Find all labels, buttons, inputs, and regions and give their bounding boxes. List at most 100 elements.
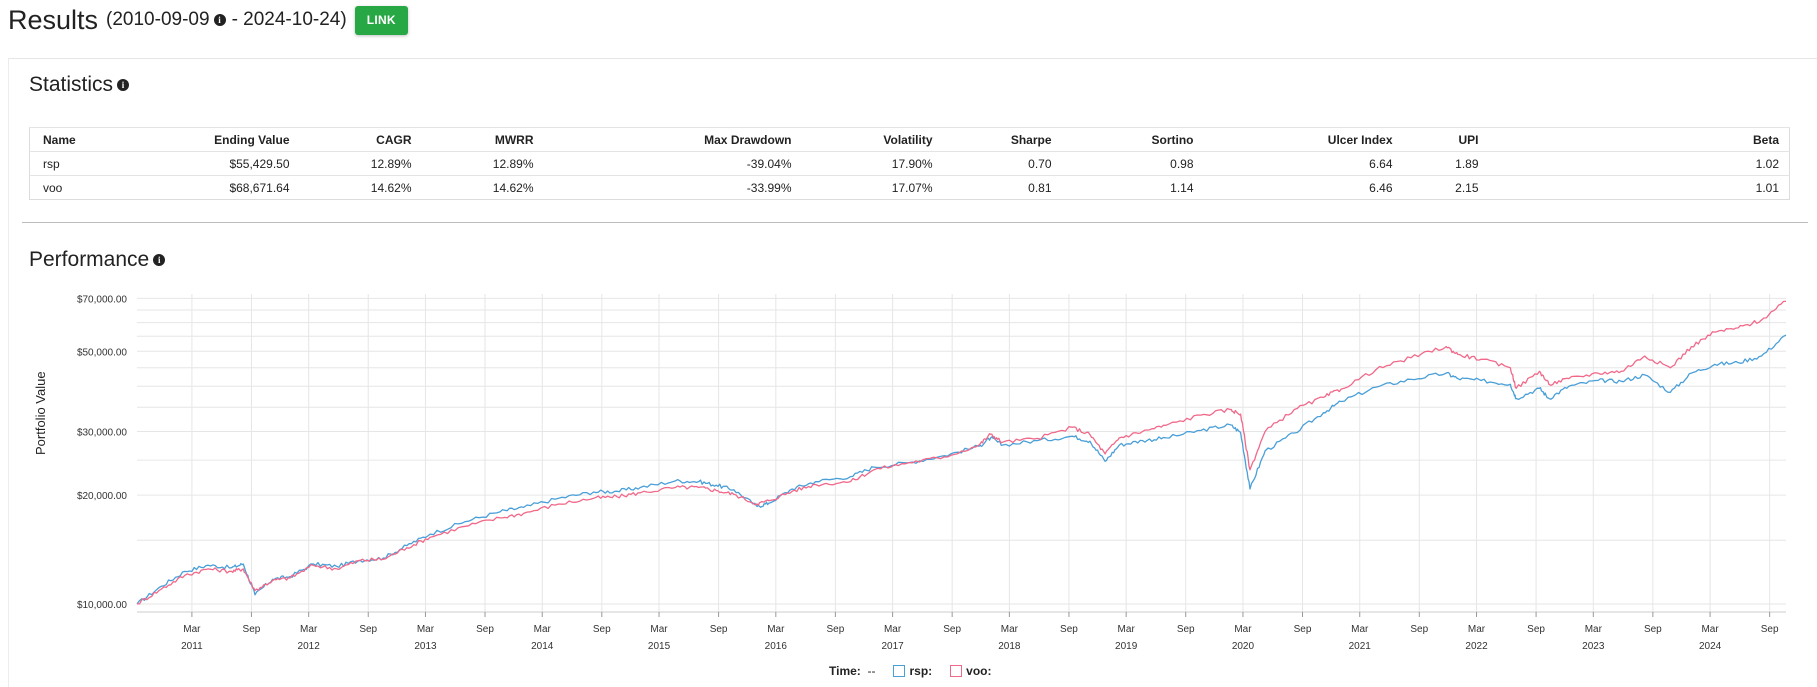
info-icon[interactable]: i (213, 14, 226, 26)
legend-swatch-voo (950, 665, 963, 677)
section-divider (22, 222, 1808, 223)
x-tick-label: Mar (534, 624, 552, 635)
x-tick-label: Mar (1468, 624, 1486, 635)
range-start: (2010-09-09 (106, 9, 210, 30)
x-tick-year: 2013 (414, 641, 437, 652)
x-tick-label: Sep (1761, 624, 1779, 635)
performance-title-text: Performance (29, 248, 150, 271)
y-axis-ticks: $10,000.00 $20,000.00 $30,000.00 $50,000.00… (77, 294, 127, 611)
x-tick-label: Mar (417, 624, 435, 635)
x-tick-year: 2019 (1115, 641, 1138, 652)
legend-time: Time: -- (829, 664, 875, 678)
col-max-drawdown: Max Drawdown (543, 127, 802, 152)
legend-item-voo[interactable]: voo: (950, 664, 991, 678)
x-tick-year: 2024 (1699, 641, 1722, 652)
y-tick-label: $70,000.00 (77, 294, 127, 305)
legend-label-rsp: rsp: (909, 664, 933, 678)
x-tick-year: 2014 (531, 641, 554, 652)
col-ending-value: Ending Value (149, 127, 300, 152)
x-tick-label: Sep (593, 624, 611, 635)
table-header-row: Name Ending Value CAGR MWRR Max Drawdown… (29, 127, 1790, 152)
statistics-table: Name Ending Value CAGR MWRR Max Drawdown… (29, 127, 1790, 200)
x-tick-label: Sep (943, 624, 961, 635)
cell-mwrr: 12.89% (421, 151, 544, 176)
x-tick-label: Sep (1177, 624, 1195, 635)
x-tick-label: Mar (183, 624, 201, 635)
cell-name: voo (29, 175, 150, 200)
col-cagr: CAGR (299, 127, 422, 152)
cell-sharpe: 0.81 (942, 175, 1062, 200)
x-tick-year: 2017 (881, 641, 904, 652)
chart-series (136, 300, 1787, 605)
cell-sortino: 0.98 (1061, 151, 1204, 176)
y-tick-label: $20,000.00 (77, 491, 127, 502)
x-tick-label: Sep (710, 624, 728, 635)
x-tick-label: Sep (243, 624, 261, 635)
cell-mwrr: 14.62% (421, 175, 544, 200)
x-tick-label: Sep (1644, 624, 1662, 635)
x-tick-label: Mar (1001, 624, 1019, 635)
cell-cagr: 14.62% (299, 175, 422, 200)
cell-beta: 1.01 (1488, 175, 1790, 200)
cell-upi: 2.15 (1402, 175, 1489, 200)
cell-sharpe: 0.70 (942, 151, 1062, 176)
series-line-rsp (136, 334, 1787, 605)
x-tick-label: Sep (476, 624, 494, 635)
col-mwrr: MWRR (421, 127, 544, 152)
cell-sortino: 1.14 (1061, 175, 1204, 200)
cell-volatility: 17.07% (801, 175, 943, 200)
x-tick-year: 2023 (1582, 641, 1605, 652)
cell-beta: 1.02 (1488, 151, 1790, 176)
x-tick-label: Sep (1527, 624, 1545, 635)
cell-ulcer-index: 6.64 (1203, 151, 1403, 176)
page-title: Results (8, 4, 99, 35)
col-upi: UPI (1402, 127, 1489, 152)
x-tick-year: 2011 (181, 641, 203, 652)
legend-time-value: -- (867, 664, 876, 678)
x-tick-year: 2016 (765, 641, 788, 652)
x-tick-label: Mar (767, 624, 785, 635)
col-sortino: Sortino (1061, 127, 1204, 152)
col-volatility: Volatility (801, 127, 943, 152)
legend-label-voo: voo: (966, 664, 992, 678)
performance-info-icon[interactable]: i (153, 254, 166, 266)
x-tick-year: 2021 (1349, 641, 1372, 652)
date-range: (2010-09-09 i - 2024-10-24) (106, 9, 347, 31)
table-row: rsp $55,429.50 12.89% 12.89% -39.04% 17.… (29, 151, 1790, 176)
x-tick-label: Mar (300, 624, 318, 635)
cell-name: rsp (29, 151, 150, 176)
x-tick-year: 2022 (1465, 641, 1488, 652)
legend-swatch-rsp (893, 665, 906, 677)
statistics-info-icon[interactable]: i (117, 79, 130, 91)
x-tick-label: Sep (826, 624, 844, 635)
x-tick-label: Mar (1701, 624, 1719, 635)
cell-max-drawdown: -33.99% (543, 175, 802, 200)
x-tick-year: 2018 (998, 641, 1021, 652)
x-tick-label: Sep (1410, 624, 1428, 635)
cell-volatility: 17.90% (801, 151, 943, 176)
x-tick-year: 2015 (648, 641, 671, 652)
cell-cagr: 12.89% (299, 151, 422, 176)
col-beta: Beta (1488, 127, 1790, 152)
cell-upi: 1.89 (1402, 151, 1489, 176)
y-tick-label: $50,000.00 (77, 347, 127, 358)
table-row: voo $68,671.64 14.62% 14.62% -33.99% 17.… (29, 175, 1790, 200)
legend-item-rsp[interactable]: rsp: (893, 664, 932, 678)
cell-ending-value: $55,429.50 (149, 151, 300, 176)
x-tick-label: Mar (1585, 624, 1603, 635)
y-tick-label: $10,000.00 (77, 600, 127, 611)
legend-time-label: Time: (829, 664, 861, 678)
series-line-voo (137, 300, 1786, 605)
col-ulcer-index: Ulcer Index (1203, 127, 1403, 152)
performance-title: Performance i (29, 248, 171, 272)
col-name: Name (29, 127, 150, 152)
range-end: - 2024-10-24) (231, 9, 347, 30)
link-button[interactable]: LINK (354, 5, 408, 35)
x-tick-year: 2020 (1232, 641, 1255, 652)
results-header: Results (2010-09-09 i - 2024-10-24) LINK (8, 0, 408, 40)
x-tick-year: 2012 (298, 641, 321, 652)
cell-max-drawdown: -39.04% (543, 151, 802, 176)
x-tick-label: Sep (1294, 624, 1312, 635)
x-axis-ticks: Mar 2011 Sep Mar 2012 Sep Mar 2013 Sep Mar 2014 Sep… (181, 612, 1779, 652)
